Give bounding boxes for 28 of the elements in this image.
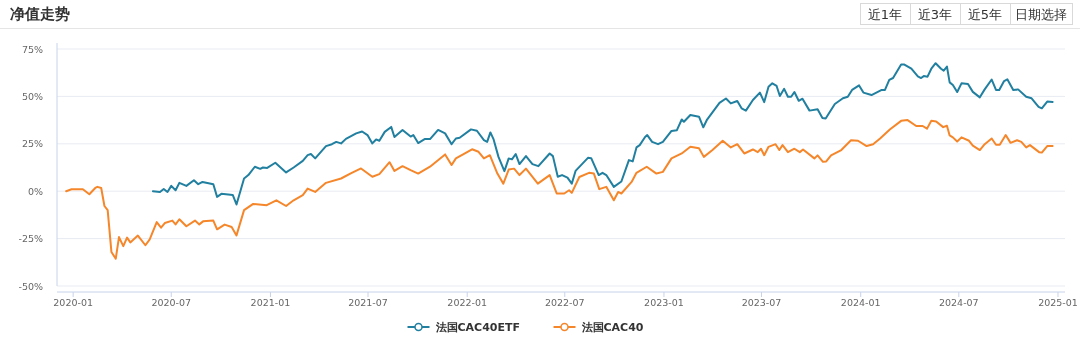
y-tick-label: 50%	[21, 90, 43, 102]
y-tick-label: 75%	[21, 43, 43, 55]
legend-item: 法国CAC40	[552, 321, 644, 334]
y-tick-label: -50%	[18, 280, 43, 292]
y-tick-label: 25%	[21, 138, 43, 150]
chart-title: 净值走势	[10, 5, 70, 23]
x-tick-label: 2024-01	[840, 297, 881, 308]
x-tick-label: 2023-01	[644, 297, 684, 308]
x-tick-label: 2022-01	[447, 297, 488, 308]
legend-label: 法国CAC40	[580, 321, 644, 334]
legend-item: 法国CAC40ETF	[406, 321, 520, 334]
x-tick-label: 2022-07	[544, 297, 585, 308]
x-tick-label: 2024-07	[938, 297, 979, 308]
x-tick-label: 2020-01	[53, 297, 94, 308]
line-series	[65, 119, 1054, 260]
x-tick-label: 2021-01	[250, 297, 291, 308]
x-tick-label: 2021-07	[348, 297, 388, 308]
legend-label: 法国CAC40ETF	[434, 321, 520, 334]
y-tick-label: -25%	[18, 233, 43, 245]
x-tick-label: 2023-07	[741, 297, 782, 308]
button: 近1年	[860, 3, 911, 25]
button: 日期选择	[1010, 3, 1073, 25]
x-tick-label: 2020-07	[151, 297, 192, 308]
button: 近3年	[910, 3, 961, 25]
line-series	[151, 62, 1054, 206]
x-tick-label: 2025-01	[1038, 297, 1078, 308]
y-tick-label: 0%	[27, 185, 43, 197]
button: 近5年	[960, 3, 1011, 25]
